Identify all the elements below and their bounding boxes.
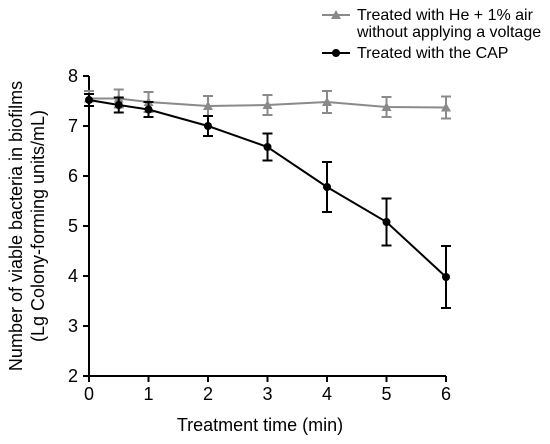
data-point <box>442 273 450 281</box>
y-tick-label: 3 <box>68 316 78 336</box>
series-line <box>88 99 447 278</box>
data-point <box>322 97 332 106</box>
x-tick-label: 3 <box>262 384 272 404</box>
x-tick-label: 1 <box>143 384 153 404</box>
series-line <box>89 97 447 109</box>
data-point <box>144 105 153 114</box>
x-tick-label: 6 <box>441 384 451 404</box>
series-layer <box>84 88 451 309</box>
y-tick-label: 6 <box>68 166 78 186</box>
legend-entry-2: Treated with the CAP <box>322 45 508 62</box>
data-point <box>262 100 273 109</box>
legend-label: Treated with the CAP <box>357 45 508 62</box>
data-point <box>323 183 331 191</box>
legend-marker <box>332 49 340 57</box>
series-1 <box>84 88 451 120</box>
y-tick-label: 7 <box>68 116 78 136</box>
y-tick-label: 4 <box>68 266 78 286</box>
x-tick-label: 4 <box>322 384 332 404</box>
legend-label: without applying a voltage <box>356 24 541 41</box>
series-2 <box>84 93 451 309</box>
y-axis-label-line1: Number of viable bacteria in biofilms <box>6 81 26 371</box>
y-tick-label: 8 <box>68 66 78 86</box>
x-tick-label: 5 <box>381 384 391 404</box>
x-tick-label: 2 <box>203 384 213 404</box>
data-point <box>441 102 451 112</box>
y-tick-label: 5 <box>68 216 78 236</box>
data-point <box>381 102 392 111</box>
data-point <box>263 143 272 151</box>
axes: 0 1 2 3 4 5 6 2 3 4 5 6 7 8 <box>68 66 451 404</box>
legend-marker <box>331 10 341 19</box>
data-point <box>114 101 123 109</box>
x-axis-label: Treatment time (min) <box>177 415 343 435</box>
x-tick-label: 0 <box>84 384 94 404</box>
data-point <box>204 122 212 130</box>
legend-label: Treated with He + 1% air <box>357 7 534 24</box>
y-axis-label-line2: (Lg Colony-forming units/mL) <box>28 110 48 342</box>
data-point <box>85 96 93 104</box>
y-tick-label: 2 <box>68 366 78 386</box>
data-point <box>203 101 213 110</box>
data-point <box>382 218 391 226</box>
